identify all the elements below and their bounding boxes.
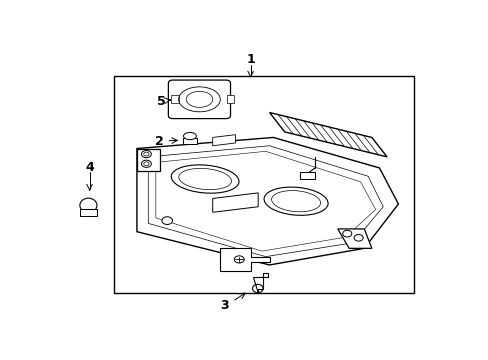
Circle shape: [234, 256, 244, 263]
Polygon shape: [252, 273, 268, 293]
Text: 1: 1: [246, 53, 254, 66]
Circle shape: [162, 217, 172, 225]
Bar: [171, 95, 178, 103]
Polygon shape: [137, 138, 398, 265]
Polygon shape: [337, 229, 371, 248]
Polygon shape: [220, 248, 269, 270]
Text: 3: 3: [219, 299, 228, 312]
Bar: [114, 76, 413, 293]
Bar: [183, 138, 196, 144]
Text: 4: 4: [85, 161, 94, 175]
Bar: [299, 172, 314, 179]
Polygon shape: [212, 193, 258, 212]
Circle shape: [342, 230, 351, 237]
Text: 5: 5: [157, 95, 165, 108]
Text: 2: 2: [155, 135, 163, 148]
FancyBboxPatch shape: [168, 80, 230, 118]
Circle shape: [141, 160, 151, 167]
Circle shape: [143, 162, 149, 166]
Polygon shape: [137, 149, 159, 171]
Bar: [80, 209, 97, 216]
Polygon shape: [212, 135, 235, 146]
Bar: [226, 95, 234, 103]
Polygon shape: [269, 112, 386, 157]
Ellipse shape: [171, 165, 239, 193]
Ellipse shape: [80, 198, 97, 212]
Ellipse shape: [183, 132, 196, 140]
Circle shape: [141, 150, 151, 158]
Circle shape: [143, 152, 149, 156]
Circle shape: [353, 234, 363, 241]
Ellipse shape: [264, 187, 327, 215]
